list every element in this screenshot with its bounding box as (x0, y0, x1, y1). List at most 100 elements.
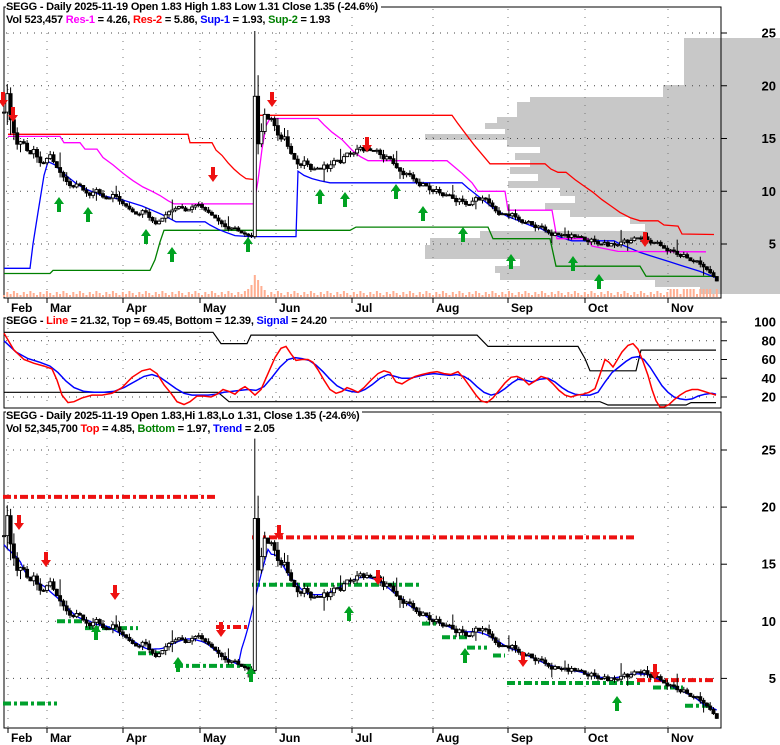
candlestick (226, 659, 231, 663)
volume-profile (425, 38, 780, 294)
volume-bar (705, 289, 708, 297)
panel1-title: SEGG - Daily 2025-11-19 Open 1.83 High 1… (6, 1, 381, 14)
candlestick (137, 645, 142, 648)
candlestick (546, 662, 551, 667)
candlestick (714, 276, 719, 282)
candlestick (592, 238, 597, 243)
volume-bar (676, 289, 679, 297)
axes: 25 20 15 10 5 100 80 60 40 20 25 20 15 10 5 Feb Mar Apr Ma… (7, 26, 776, 745)
volume-bar (144, 291, 147, 297)
volume-bar (474, 291, 477, 297)
candlestick (701, 699, 706, 704)
candlestick (427, 185, 432, 191)
volume-bar (501, 292, 504, 297)
volume-bar (329, 293, 332, 297)
candlestick (167, 211, 171, 216)
candlestick (394, 163, 399, 169)
candlestick (355, 575, 360, 581)
volume-bar (247, 289, 250, 297)
candlestick (708, 269, 713, 274)
candlestick (625, 239, 630, 244)
candlestick (530, 653, 534, 659)
candlestick (206, 641, 211, 645)
candlestick (229, 660, 234, 663)
volume-bar (438, 294, 441, 297)
candlestick (500, 213, 505, 216)
buy-arrow-icon (460, 648, 470, 663)
candlestick (648, 673, 653, 678)
candlestick (662, 245, 666, 249)
res1-magenta (8, 117, 707, 253)
candlestick (714, 713, 719, 719)
candlestick (510, 645, 515, 649)
volume-bar (580, 295, 583, 297)
candlestick (625, 673, 630, 678)
volume-bar (590, 291, 593, 297)
candlestick (675, 685, 680, 691)
candlestick (180, 637, 185, 640)
candlestick (556, 232, 561, 236)
volume-bar (105, 292, 108, 297)
legend-part: Signal (256, 315, 289, 327)
candlestick (563, 667, 567, 670)
candlestick (223, 223, 228, 228)
sell-arrow-icon (640, 232, 650, 247)
candlestick (11, 543, 16, 559)
volume-bar (138, 292, 141, 297)
candlestick (233, 660, 237, 663)
volume-bar (108, 294, 111, 297)
osc-top-band-line (4, 331, 716, 372)
volume-bar (540, 291, 543, 297)
candlestick (668, 249, 673, 252)
volume-bar (102, 295, 104, 297)
legend-part: = 1.97, (174, 423, 214, 435)
candlestick (467, 635, 472, 638)
volume-profile-bar (508, 181, 780, 188)
volume-bar (679, 294, 682, 297)
panel2-indicator-legend: SEGG - Line = 21.32, Top = 69.45, Bottom… (6, 315, 330, 328)
candlestick (124, 634, 129, 638)
volume-profile-bar (485, 123, 780, 129)
volume-bar (504, 294, 507, 297)
volume-bar (52, 295, 55, 297)
candlestick (282, 136, 287, 140)
volume-bar (408, 291, 411, 297)
volume-bar (240, 294, 243, 297)
sell-arrow-icon (41, 552, 51, 567)
volume-bar (527, 293, 530, 297)
candlestick (64, 605, 69, 612)
panel-borders (3, 6, 722, 729)
candlestick (173, 639, 178, 643)
volume-bar (164, 293, 167, 297)
candlestick (526, 653, 531, 656)
candlestick (68, 610, 72, 616)
candlestick (54, 161, 59, 168)
candlestick (219, 220, 224, 225)
buy-arrow-icon (612, 696, 622, 711)
candlestick (285, 136, 290, 147)
candlestick (559, 668, 564, 671)
candlestick (104, 196, 109, 200)
volume-bar (22, 292, 25, 297)
volume-bar (544, 293, 547, 297)
candlestick (236, 660, 241, 665)
volume-bar (121, 292, 124, 297)
x-axis-label: Sep (511, 731, 533, 745)
candlestick (124, 203, 129, 207)
candlestick (38, 156, 43, 164)
candlestick (110, 624, 115, 630)
candlestick (101, 623, 105, 629)
candlestick (338, 159, 343, 164)
candlestick (200, 204, 204, 208)
candlestick (289, 145, 294, 154)
candlestick (77, 183, 82, 186)
candlestick (388, 583, 393, 587)
candlestick (91, 621, 96, 627)
candlestick (566, 667, 571, 672)
y-axis-label: 80 (762, 333, 776, 348)
candlestick (262, 113, 267, 132)
candlestick (107, 628, 112, 631)
osc-signal-line (3, 340, 717, 401)
candlestick (582, 236, 587, 241)
